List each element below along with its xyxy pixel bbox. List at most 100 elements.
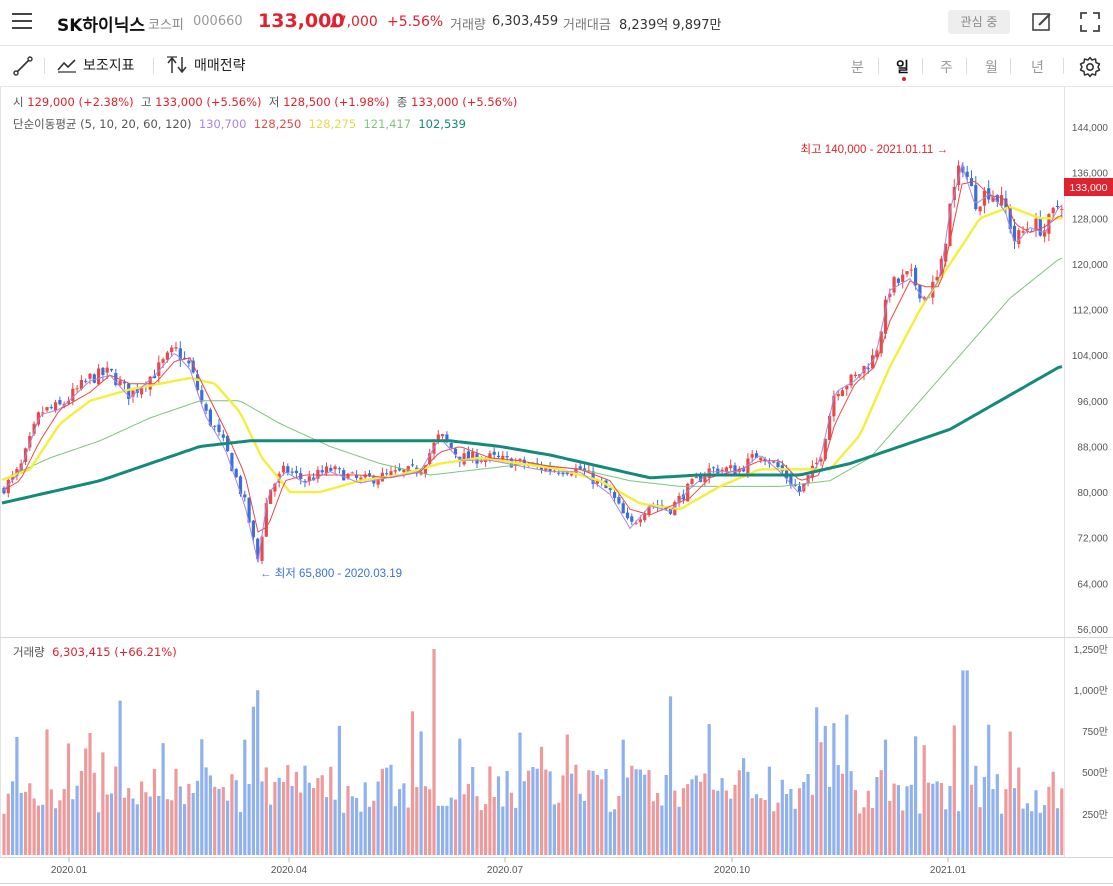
volume-bar [1012,788,1017,855]
volume-bar [926,782,931,855]
period-week[interactable]: 주 [940,60,953,76]
volume-bar [398,789,402,855]
volume-bar [574,764,578,855]
volume-bar [501,806,505,855]
volume-bar [75,785,79,855]
candle-body [350,472,354,474]
volume-bar [815,707,819,855]
volume-tick-label: 250만 [1082,809,1108,821]
volume-bar [337,725,341,855]
volume-bar [367,806,372,855]
volume-bar [630,765,634,855]
volume-bar [1055,808,1060,855]
ma120-line [1,365,1063,505]
candle-body [441,434,445,437]
candle-body [230,452,234,472]
volume-bar [342,812,346,855]
strategy-button[interactable]: 매매전략 [166,55,246,75]
candle-body [948,203,952,246]
indicator-button[interactable]: 보조지표 [57,55,135,75]
candle-body [88,373,92,379]
volume-bar [858,813,862,855]
annotations: 최고 140,000 - 2021.01.11 → ← 최저 65,800 - 2… [260,143,948,580]
watch-button[interactable]: 관심 중 [948,10,1010,34]
volume-bar [759,798,763,855]
gear-icon[interactable] [1079,56,1101,78]
volume-bar [101,752,105,855]
candle-body [148,376,152,390]
volume-bar [647,770,651,855]
volume-bar [109,793,114,855]
volume-bar [299,792,303,855]
volume-bar [475,796,479,855]
draw-line-icon[interactable] [13,56,33,76]
candle-body [694,477,698,479]
volume-bar [557,802,561,855]
candle-body [320,470,324,473]
volume-bar [664,775,668,855]
volume-bar [333,799,337,855]
candle-body [105,367,109,373]
candlesticks [2,160,1064,565]
volume-bar [19,792,23,855]
candle-body [66,400,71,404]
volume-bar [97,812,101,855]
volume-bar [879,770,883,855]
menu-icon[interactable] [12,13,32,31]
period-year[interactable]: 년 [1031,60,1044,76]
candle-body [759,457,763,460]
candle-body [376,480,380,485]
volume-bar [174,768,178,855]
candle-body [1012,225,1017,241]
volume-bar [871,808,875,855]
volume-bar [1021,808,1025,855]
candle-body [909,269,913,271]
candle-body [337,468,341,470]
candle-body [677,495,681,503]
candle-body [772,461,776,463]
volume-bar [419,731,423,855]
volume-bar [140,781,144,855]
chart-toolbar: 보조지표 매매전략 분 일 주 월 년 [0,46,1113,87]
fullscreen-icon[interactable] [1079,11,1101,33]
candle-body [561,472,565,475]
volume-bar [785,794,789,855]
volume-bar [316,778,320,855]
candle-body [845,385,849,390]
volume-bar [922,745,926,855]
volume-bar [88,732,92,855]
candle-body [269,489,273,504]
volume-bar [363,782,367,855]
volume-bar [23,791,28,855]
period-month[interactable]: 월 [985,60,998,76]
candle-body [1017,230,1021,245]
candle-body [789,476,793,485]
candle-body [892,277,896,293]
volume-axis: 1,250만 1,000만 750만 500만 250만 [1074,644,1108,821]
volume-bar [462,794,466,855]
volume-bar [763,799,767,855]
volume-bar [535,768,539,855]
volume-bar [312,787,316,855]
volume-bar [797,788,802,855]
candle-body [557,472,561,474]
low-annotation: ← 최저 65,800 - 2020.03.19 [260,567,402,580]
volume-bar [251,706,255,855]
candle-body [58,399,62,405]
candle-body [574,467,578,474]
date-tick-label: 2020.01 [51,865,88,876]
candle-body [1008,207,1012,230]
edit-icon[interactable] [1031,11,1053,33]
candle-body [445,434,449,442]
candle-body [449,442,453,448]
volume-bar [49,789,53,855]
period-minute[interactable]: 분 [851,60,864,76]
volume-bar [372,800,376,855]
candle-body [961,166,965,173]
volume-bar [11,781,15,855]
candle-body [170,347,174,353]
date-tick-label: 2020.07 [487,865,524,876]
candle-body [828,415,832,440]
period-day[interactable]: 일 [896,60,909,76]
